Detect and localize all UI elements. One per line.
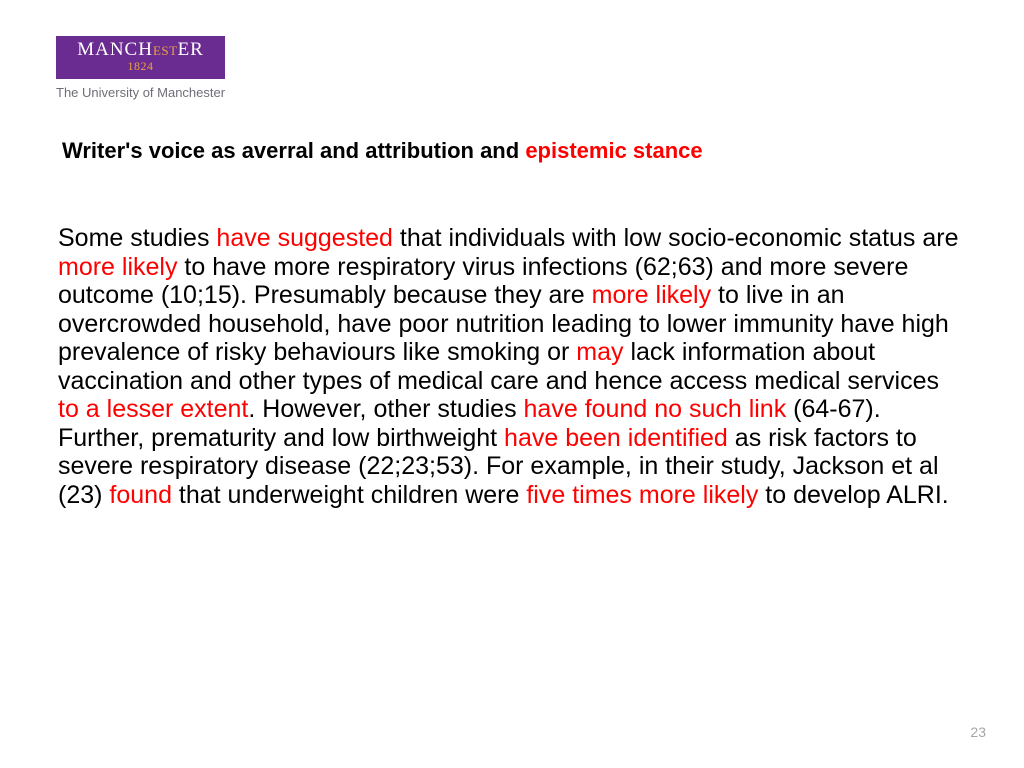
plain-text: . However, other studies xyxy=(248,395,523,423)
highlighted-text: five times more likely xyxy=(526,481,758,509)
highlighted-text: found xyxy=(109,481,172,509)
highlighted-text: to a lesser extent xyxy=(58,395,248,423)
title-highlight: epistemic stance xyxy=(525,138,702,163)
logo-banner: MANCHESTER 1824 xyxy=(56,36,225,79)
plain-text: to develop ALRI. xyxy=(758,481,948,509)
highlighted-text: have been identified xyxy=(504,424,728,452)
university-logo: MANCHESTER 1824 The University of Manche… xyxy=(56,36,225,100)
plain-text: Some studies xyxy=(58,224,216,252)
logo-year: 1824 xyxy=(68,60,213,73)
highlighted-text: have suggested xyxy=(216,224,393,252)
logo-name: MANCHESTER xyxy=(68,40,213,60)
logo-name-mid: EST xyxy=(153,43,178,58)
logo-tagline: The University of Manchester xyxy=(56,85,225,100)
highlighted-text: have found no such link xyxy=(524,395,787,423)
logo-name-right: ER xyxy=(178,39,204,60)
plain-text: that underweight children were xyxy=(172,481,526,509)
page-number: 23 xyxy=(970,724,986,740)
plain-text: that individuals with low socio-economic… xyxy=(393,224,959,252)
highlighted-text: may xyxy=(576,338,623,366)
highlighted-text: more likely xyxy=(592,281,711,309)
highlighted-text: more likely xyxy=(58,253,177,281)
slide-title: Writer's voice as averral and attributio… xyxy=(62,138,703,164)
title-prefix: Writer's voice as averral and attributio… xyxy=(62,138,525,163)
logo-name-left: MANCH xyxy=(77,39,153,60)
body-paragraph: Some studies have suggested that individ… xyxy=(58,224,966,509)
